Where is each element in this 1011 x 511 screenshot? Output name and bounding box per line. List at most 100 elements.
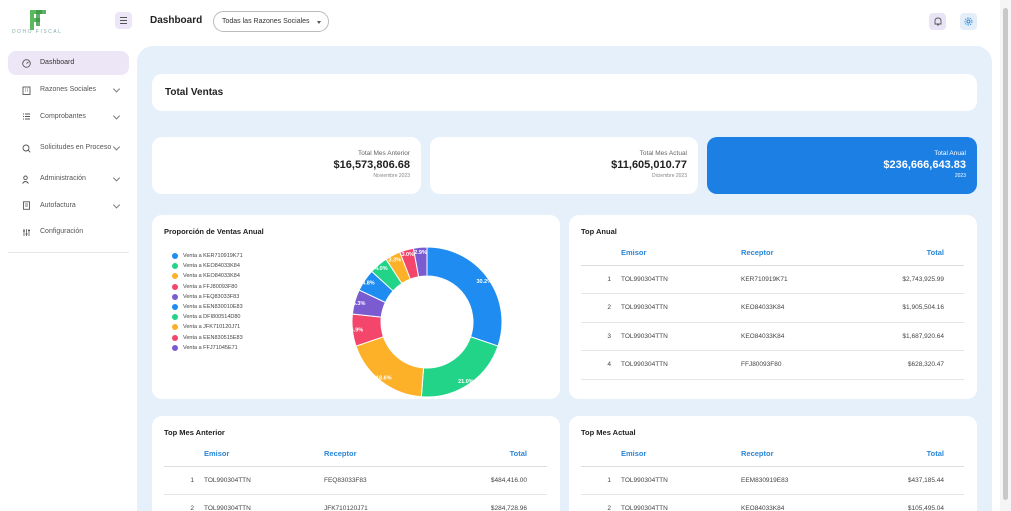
top-mes-actual-card: Top Mes Actual Emisor Receptor Total 1 T… (569, 416, 977, 511)
logo-text: DOHO FISCAL (12, 29, 63, 35)
kpi-mes-actual: Total Mes Actual $11,605,010.77 Diciembr… (430, 137, 698, 194)
settings-button[interactable] (960, 13, 977, 30)
col-total[interactable]: Total (837, 241, 964, 266)
legend-item[interactable]: Venta a JFK710120J71 (172, 322, 243, 332)
sidebar: DOHO FISCAL Dashboard Razones Sociales C… (0, 0, 137, 511)
sidebar-item-configuracion[interactable]: Configuración (8, 219, 129, 246)
kpi-value: $16,573,806.68 (333, 159, 410, 171)
proporcion-title: Proporción de Ventas Anual (164, 227, 264, 236)
kpi-period: Diciembre 2023 (651, 173, 687, 179)
sidebar-item-label: Solicitudes en Proceso (40, 144, 112, 151)
table-row[interactable]: 2 TOL990304TTN KEO84033K84 $105,495.04 (581, 494, 964, 511)
top-anual-title: Top Anual (581, 227, 617, 236)
table-row[interactable]: 1 TOL990304TTN EEM830919E83 $437,185.44 (581, 466, 964, 495)
legend-swatch (172, 344, 178, 351)
table-row[interactable]: 4 TOL990304TTN FFJ80093F80 $628,320.47 (581, 350, 964, 380)
top-mes-anterior-card: Top Mes Anterior Emisor Receptor Total 1… (152, 416, 560, 511)
kpi-label: Total Mes Anterior (357, 150, 410, 157)
donut-slice[interactable] (355, 336, 425, 398)
kpi-period: 2023 (954, 173, 966, 179)
sliders-icon (20, 226, 32, 238)
legend-item[interactable]: Venta a KEO84033K84 (172, 261, 243, 271)
sidebar-item-razones-sociales[interactable]: Razones Sociales (8, 77, 129, 104)
top-mes-actual-title: Top Mes Actual (581, 428, 636, 437)
col-total[interactable]: Total (843, 442, 964, 467)
table-header-row: Emisor Receptor Total (581, 442, 964, 467)
legend-item[interactable]: Venta a DFI800514D80 (172, 312, 243, 322)
legend-label: Venta a DFI800514D80 (183, 314, 241, 321)
sidebar-item-label: Comprobantes (40, 112, 86, 120)
kpi-label: Total Mes Actual (639, 150, 687, 157)
table-row[interactable]: 2 TOL990304TTN KEO84033K84 $1,905,504.16 (581, 293, 964, 323)
legend-item[interactable]: Venta a EEN830515E83 (172, 333, 243, 343)
row-number: 2 (164, 494, 204, 511)
page-title: Dashboard (150, 15, 203, 26)
cell-total: $105,495.04 (843, 494, 964, 511)
building-icon (20, 84, 32, 96)
col-emisor[interactable]: Emisor (204, 442, 324, 467)
row-number: 1 (581, 265, 621, 294)
col-receptor[interactable]: Receptor (741, 442, 843, 467)
donut-slice[interactable] (426, 246, 503, 347)
doho-fiscal-logo[interactable] (12, 6, 62, 40)
top-mes-anterior-title: Top Mes Anterior (164, 428, 225, 437)
legend-item[interactable]: Venta a EEN830010E83 (172, 302, 243, 312)
razon-social-select[interactable]: Todas las Razones Sociales (213, 11, 329, 32)
kpi-label: Total Anual (934, 150, 966, 157)
sidebar-item-dashboard[interactable]: Dashboard (8, 51, 129, 75)
legend-item[interactable]: Venta a KEO84033K84 (172, 271, 243, 281)
col-receptor[interactable]: Receptor (741, 241, 838, 266)
menu-toggle-button[interactable] (115, 12, 132, 29)
cell-total: $1,687,920.64 (837, 322, 964, 351)
col-total[interactable]: Total (421, 442, 547, 467)
donut-slice[interactable] (420, 336, 499, 398)
legend-label: Venta a KEO84033K84 (183, 263, 240, 270)
legend-label: Venta a KEO84033K84 (183, 273, 240, 280)
page-scrollbar[interactable] (1000, 0, 1011, 511)
top-mes-anterior-table: Emisor Receptor Total 1 TOL990304TTN FEQ… (164, 442, 547, 511)
legend-item[interactable]: Venta a FEQ83033F83 (172, 292, 243, 302)
donut-slice[interactable] (412, 246, 428, 278)
top-anual-table: Emisor Receptor Total 1 TOL990304TTN KER… (581, 241, 964, 380)
cell-receptor: FFJ80093F80 (741, 350, 838, 380)
legend-label: Venta a FFJ80093F80 (183, 283, 238, 290)
table-header-row: Emisor Receptor Total (581, 241, 964, 266)
row-number: 4 (581, 350, 621, 380)
legend-label: Venta a EEN830515E83 (183, 334, 243, 341)
sidebar-item-solicitudes[interactable]: Solicitudes en Proceso (8, 130, 129, 166)
table-row[interactable]: 1 TOL990304TTN FEQ83033F83 $484,416.00 (164, 466, 547, 495)
col-receptor[interactable]: Receptor (324, 442, 422, 467)
top-mes-actual-table: Emisor Receptor Total 1 TOL990304TTN EEM… (581, 442, 964, 511)
col-emisor[interactable]: Emisor (621, 241, 741, 266)
sidebar-item-comprobantes[interactable]: Comprobantes (8, 104, 129, 131)
notifications-button[interactable] (929, 13, 946, 30)
kpi-total-anual: Total Anual $236,666,643.83 2023 (707, 137, 977, 194)
legend-item[interactable]: Venta a FFJ71045E71 (172, 343, 243, 353)
sidebar-item-label: Autofactura (40, 201, 76, 209)
table-row[interactable]: 3 TOL990304TTN KEO84033K84 $1,687,920.64 (581, 322, 964, 351)
cell-emisor: TOL990304TTN (621, 466, 741, 495)
cell-total: $437,185.44 (843, 466, 964, 495)
sidebar-item-administracion[interactable]: Administración (8, 166, 129, 193)
table-row[interactable]: 1 TOL990304TTN KER710919K71 $2,743,925.9… (581, 265, 964, 294)
slice-label: 5.3% (353, 301, 366, 307)
cell-total: $284,728.96 (421, 494, 547, 511)
cell-emisor: TOL990304TTN (621, 322, 741, 351)
col-emisor[interactable]: Emisor (621, 442, 741, 467)
hamburger-icon (120, 17, 127, 18)
sidebar-item-autofactura[interactable]: Autofactura (8, 193, 129, 220)
kpi-value: $11,605,010.77 (611, 159, 687, 171)
legend-label: Venta a KER710919K71 (183, 253, 243, 260)
cell-emisor: TOL990304TTN (621, 350, 741, 380)
table-row[interactable]: 2 TOL990304TTN JFK710120J71 $284,728.96 (164, 494, 547, 511)
legend-item[interactable]: Venta a KER710919K71 (172, 251, 243, 261)
cell-emisor: TOL990304TTN (621, 494, 741, 511)
cell-receptor: KEO84033K84 (741, 322, 838, 351)
donut-chart: 30.2% 21.0% 18.6% 6.9% 5.3% 4.8% 4.0%3.3%3.0% 2… (351, 246, 503, 398)
dashboard-icon (20, 57, 32, 69)
scrollbar-thumb[interactable] (1003, 8, 1008, 500)
legend-item[interactable]: Venta a FFJ80093F80 (172, 282, 243, 292)
table-header-row: Emisor Receptor Total (164, 442, 547, 467)
invoice-icon (20, 200, 32, 212)
slice-label: 4.8% (362, 281, 375, 287)
